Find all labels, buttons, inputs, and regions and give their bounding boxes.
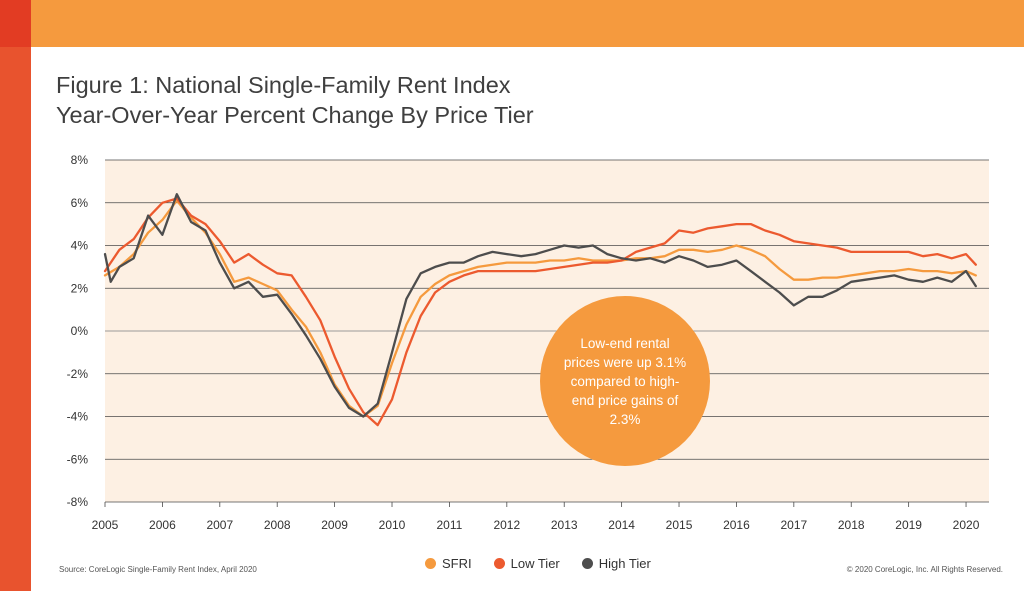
y-tick-label: -2%	[67, 367, 89, 381]
x-tick-label: 2010	[379, 518, 406, 532]
legend-swatch-sfri	[425, 558, 436, 569]
series-line-low-tier	[103, 197, 977, 427]
legend-item-sfri: SFRI	[425, 556, 472, 571]
legend-label-high-tier: High Tier	[598, 556, 651, 571]
top-banner	[0, 0, 1024, 47]
legend-swatch-low-tier	[493, 558, 505, 569]
x-tick-label: 2015	[666, 518, 693, 532]
y-tick-label: 4%	[71, 239, 89, 253]
y-tick-label: -4%	[67, 410, 89, 424]
x-tick-label: 2017	[780, 518, 807, 532]
series-lines	[103, 193, 977, 427]
legend-item-low-tier: Low Tier	[493, 556, 560, 571]
copyright-note: © 2020 CoreLogic, Inc. All Rights Reserv…	[846, 565, 1003, 574]
legend-item-high-tier: High Tier	[581, 556, 651, 571]
x-tick-label: 2016	[723, 518, 750, 532]
source-note: Source: CoreLogic Single-Family Rent Ind…	[59, 565, 257, 574]
x-tick-label: 2011	[437, 518, 463, 532]
y-tick-label: 2%	[71, 281, 89, 295]
y-tick-label: 6%	[71, 196, 89, 210]
callout-bubble: Low-end rental prices were up 3.1% compa…	[540, 296, 710, 466]
figure-title-line-1: Figure 1: National Single-Family Rent In…	[56, 72, 511, 98]
y-tick-label: 8%	[71, 153, 89, 167]
x-axis-ticks: 2005 2006 2007 2008 2009 2010 2011 2012 2013 2014…	[92, 502, 980, 532]
x-tick-label: 2006	[149, 518, 176, 532]
legend-label-low-tier: Low Tier	[510, 556, 560, 571]
x-tick-label: 2008	[264, 518, 291, 532]
x-tick-label: 2007	[206, 518, 233, 532]
y-tick-label: -6%	[67, 452, 89, 466]
legend-label-sfri: SFRI	[442, 556, 472, 571]
y-axis-ticks: 8% 6% 4% 2% 0% -2% -4% -6% -8%	[67, 153, 89, 509]
left-accent-corner	[0, 0, 31, 47]
x-tick-label: 2020	[953, 518, 980, 532]
y-tick-label: -8%	[67, 495, 89, 509]
series-line-high-tier	[103, 193, 977, 418]
x-tick-label: 2018	[838, 518, 865, 532]
callout-text: Low-end rental prices were up 3.1% compa…	[563, 335, 687, 427]
chart-legend: SFRI Low Tier High Tier	[425, 556, 651, 571]
legend-swatch-high-tier	[581, 558, 593, 569]
x-tick-label: 2019	[895, 518, 922, 532]
series-line-sfri	[103, 199, 977, 418]
x-tick-label: 2013	[551, 518, 578, 532]
x-tick-label: 2005	[92, 518, 119, 532]
x-tick-label: 2012	[493, 518, 520, 532]
figure-title-line-2: Year-Over-Year Percent Change By Price T…	[56, 102, 534, 128]
left-accent-bar	[0, 0, 31, 591]
y-tick-label: 0%	[71, 324, 89, 338]
figure-title: Figure 1: National Single-Family Rent In…	[56, 70, 534, 130]
x-tick-label: 2014	[608, 518, 635, 532]
x-tick-label: 2009	[321, 518, 348, 532]
